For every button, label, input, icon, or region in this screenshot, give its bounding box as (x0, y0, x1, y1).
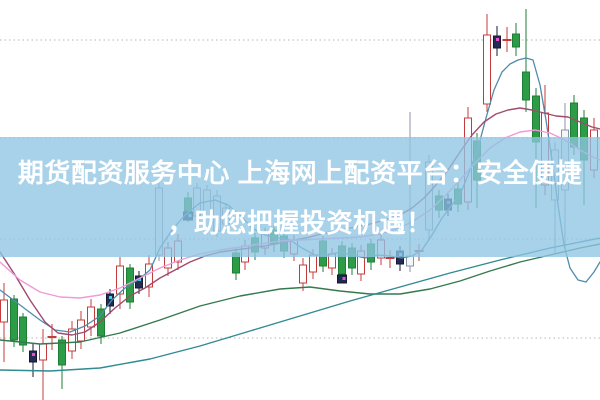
candle-body (522, 71, 530, 101)
candle-body (299, 264, 307, 284)
candle-body (532, 95, 540, 143)
marker-dot (496, 38, 499, 41)
promo-banner: 期货配资服务中心 上海网上配资平台：安全便捷 ，助您把握投资机遇！ (0, 137, 600, 257)
candlestick-dark (106, 289, 114, 314)
banner-title: 期货配资服务中心 上海网上配资平台：安全便捷 (17, 158, 583, 188)
candle-body (106, 293, 114, 307)
candlestick-down (19, 313, 27, 352)
candle-body (309, 254, 317, 273)
candlestick-up (77, 311, 85, 349)
candlestick-up (483, 14, 491, 112)
candlestick-up (116, 257, 124, 309)
candle-body (19, 316, 27, 346)
ma-teal (0, 237, 600, 372)
candlestick-up (145, 255, 153, 297)
candle-body (97, 308, 105, 337)
candle-body (0, 299, 8, 323)
doji-bar (502, 39, 512, 41)
candle-body (87, 306, 95, 328)
tag-marker-dot (342, 277, 346, 280)
candlestick-down (522, 9, 530, 112)
candlestick-up (39, 329, 47, 400)
candle-body (10, 298, 18, 341)
marker-dot (32, 353, 35, 356)
marker-dot (109, 296, 112, 299)
tag-marker (337, 274, 347, 284)
doji-bar (47, 336, 57, 338)
candle-body (493, 35, 501, 49)
ma-darkgreen (0, 243, 600, 345)
candlestick-up (87, 299, 95, 336)
doji-bar (385, 257, 395, 259)
candlestick-down (10, 295, 18, 347)
candlestick-dark (29, 344, 37, 377)
candle-body (39, 343, 47, 361)
candle-body (68, 328, 76, 352)
candle-body (512, 33, 520, 48)
candlestick-up (0, 283, 8, 362)
candle-body (58, 339, 66, 366)
candlestick-up (299, 258, 307, 291)
candlestick-dark (493, 26, 501, 56)
candlestick-down (512, 23, 520, 56)
banner-subtitle: ，助您把握投资机遇！ (167, 208, 433, 238)
candlestick-down (58, 336, 66, 389)
candle-body (77, 319, 85, 342)
candle-body (29, 350, 37, 363)
candlestick-up (68, 321, 76, 359)
candle-body (116, 265, 124, 295)
candlestick-doji (502, 27, 512, 52)
candle-body (483, 34, 491, 105)
